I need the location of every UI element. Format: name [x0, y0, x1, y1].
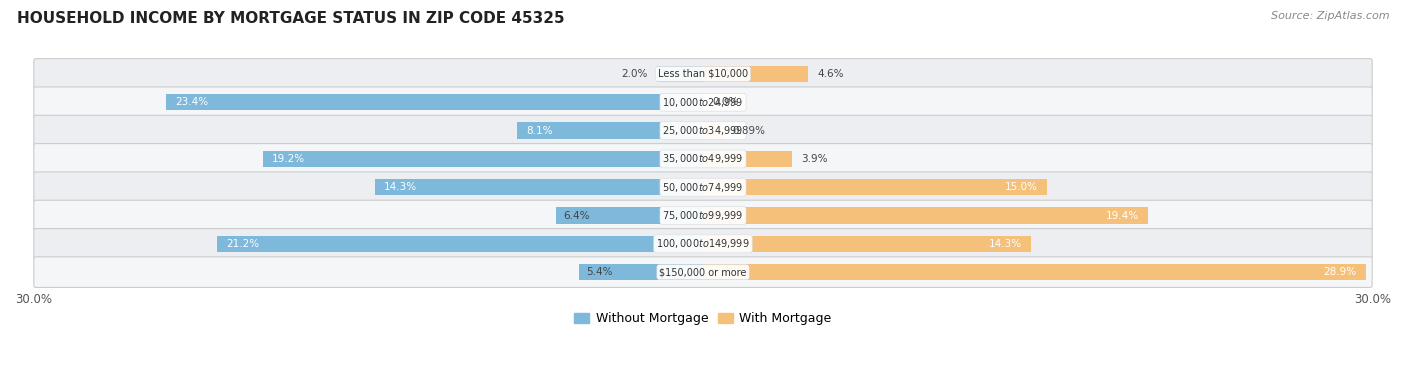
Bar: [557, 207, 703, 224]
Text: 6.4%: 6.4%: [564, 210, 589, 221]
Bar: [517, 123, 703, 139]
Text: 21.2%: 21.2%: [226, 239, 259, 249]
Text: 19.2%: 19.2%: [271, 154, 305, 164]
Bar: [217, 236, 703, 252]
Text: 30.0%: 30.0%: [1354, 293, 1391, 305]
Bar: [703, 151, 793, 167]
Bar: [375, 179, 703, 195]
Bar: [703, 179, 1047, 195]
Text: 5.4%: 5.4%: [586, 267, 613, 277]
Text: $50,000 to $74,999: $50,000 to $74,999: [662, 181, 744, 194]
FancyBboxPatch shape: [34, 87, 1372, 118]
Text: $35,000 to $49,999: $35,000 to $49,999: [662, 152, 744, 166]
Bar: [703, 66, 808, 82]
Text: $100,000 to $149,999: $100,000 to $149,999: [657, 238, 749, 250]
Text: 2.0%: 2.0%: [621, 69, 648, 79]
Text: 14.3%: 14.3%: [988, 239, 1022, 249]
Bar: [703, 264, 1365, 280]
FancyBboxPatch shape: [34, 228, 1372, 259]
Text: 15.0%: 15.0%: [1005, 182, 1038, 192]
Bar: [657, 66, 703, 82]
FancyBboxPatch shape: [34, 144, 1372, 174]
Text: 0.0%: 0.0%: [713, 97, 738, 107]
Text: 4.6%: 4.6%: [818, 69, 844, 79]
Text: 23.4%: 23.4%: [176, 97, 208, 107]
Text: $25,000 to $34,999: $25,000 to $34,999: [662, 124, 744, 137]
Text: 28.9%: 28.9%: [1323, 267, 1357, 277]
Bar: [166, 94, 703, 110]
FancyBboxPatch shape: [34, 200, 1372, 231]
Text: Less than $10,000: Less than $10,000: [658, 69, 748, 79]
Text: 8.1%: 8.1%: [526, 126, 553, 136]
Text: $75,000 to $99,999: $75,000 to $99,999: [662, 209, 744, 222]
Text: $150,000 or more: $150,000 or more: [659, 267, 747, 277]
Bar: [579, 264, 703, 280]
Text: HOUSEHOLD INCOME BY MORTGAGE STATUS IN ZIP CODE 45325: HOUSEHOLD INCOME BY MORTGAGE STATUS IN Z…: [17, 11, 564, 26]
FancyBboxPatch shape: [34, 257, 1372, 287]
FancyBboxPatch shape: [34, 172, 1372, 202]
Bar: [703, 207, 1147, 224]
FancyBboxPatch shape: [34, 115, 1372, 146]
Text: Source: ZipAtlas.com: Source: ZipAtlas.com: [1271, 11, 1389, 21]
Bar: [703, 236, 1031, 252]
Text: $10,000 to $24,999: $10,000 to $24,999: [662, 96, 744, 109]
Text: 3.9%: 3.9%: [801, 154, 828, 164]
Bar: [703, 123, 724, 139]
Bar: [263, 151, 703, 167]
Text: 0.89%: 0.89%: [733, 126, 766, 136]
FancyBboxPatch shape: [34, 59, 1372, 89]
Text: 14.3%: 14.3%: [384, 182, 418, 192]
Text: 19.4%: 19.4%: [1105, 210, 1139, 221]
Text: 30.0%: 30.0%: [15, 293, 52, 305]
Legend: Without Mortgage, With Mortgage: Without Mortgage, With Mortgage: [569, 308, 837, 331]
